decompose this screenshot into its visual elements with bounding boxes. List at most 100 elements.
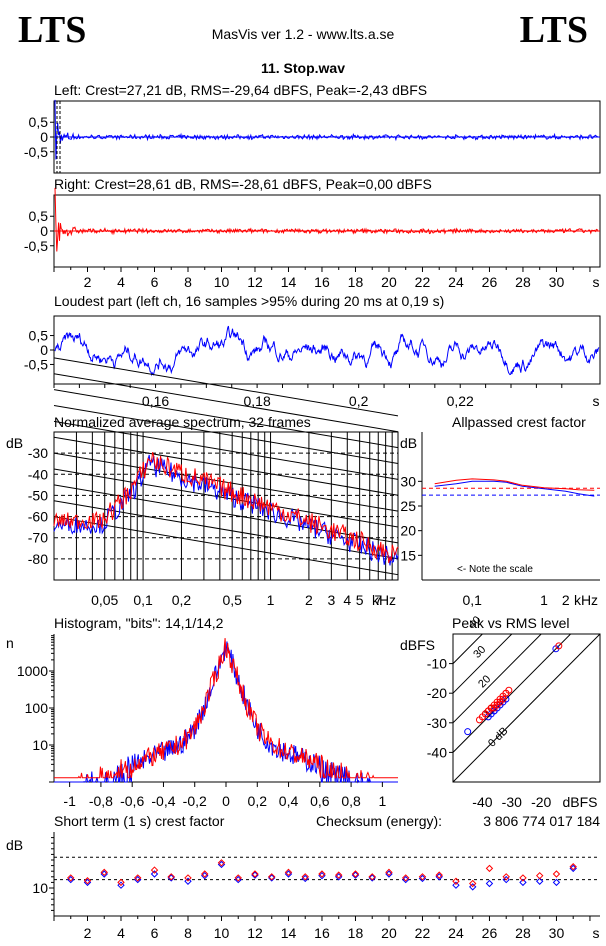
spec-xtick-label: 7 <box>374 592 382 608</box>
stc-point <box>469 883 477 891</box>
stc-point <box>100 868 108 877</box>
avg_spectrum-frame <box>53 431 399 581</box>
histogram-ylabel: n <box>6 635 14 651</box>
stc-point <box>435 871 443 879</box>
spec-xtick-label: 1 <box>267 592 275 608</box>
spec-slope <box>53 516 399 576</box>
file-name: 11. Stop.wav <box>260 60 346 76</box>
spec-series <box>53 454 399 566</box>
crest-ytick-label: 20 <box>400 523 416 539</box>
stc-unit: s <box>593 925 600 941</box>
short_term_crest-ylabel: dB <box>6 837 23 853</box>
stc-point <box>402 874 410 882</box>
spec-ytick-label: -40 <box>28 466 48 482</box>
right_waveform-series <box>54 187 599 252</box>
stc-point <box>268 873 276 881</box>
pvr-diag-label: 0 dB <box>486 725 510 749</box>
left_waveform-ytick-label: 0 <box>40 129 48 145</box>
ytick-label: 0,5 <box>29 328 49 344</box>
stc-xtick-label: 8 <box>184 925 192 941</box>
spec-slope <box>53 500 399 560</box>
loud-unit: s <box>593 393 600 409</box>
loud-tick-label: 0,18 <box>243 393 270 409</box>
spec-slope <box>53 484 399 544</box>
stc-point <box>535 877 544 885</box>
stc-point <box>167 873 175 881</box>
pvr-diagonal <box>452 633 542 724</box>
time-tick-label: 6 <box>151 274 159 290</box>
spec-xtick-label: 0,2 <box>172 592 192 608</box>
spec-xtick-label: 4 <box>343 592 351 608</box>
hist-xtick-label: 0 <box>222 793 230 809</box>
pvr-ytick-label: -30 <box>427 715 447 731</box>
stc-point <box>569 863 577 871</box>
spec-unit: kHz <box>372 592 396 608</box>
time-tick-label: 12 <box>247 274 263 290</box>
peak_vs_rms-frame <box>452 633 601 783</box>
stc-point <box>284 868 293 877</box>
stc-point <box>318 870 326 878</box>
stc-point <box>150 870 159 878</box>
stc-point <box>469 879 477 888</box>
spec-xtick-label: 0,05 <box>91 592 118 608</box>
stc-point <box>485 879 494 888</box>
spec-xtick-label: 5 <box>356 592 364 608</box>
left_waveform-ytick-label: 0,5 <box>29 114 49 130</box>
stc-point <box>268 874 276 882</box>
loudest_part-series <box>54 325 600 377</box>
time-tick-label: 18 <box>348 274 364 290</box>
spec-slope <box>53 452 399 512</box>
stc-xtick-label: 20 <box>381 925 397 941</box>
spec-ytick-label: -70 <box>28 530 48 546</box>
pvr-diagonal <box>452 633 513 694</box>
short_term_crest-checksum-value: 3 806 774 017 184 <box>483 813 600 829</box>
hist-xtick-label: -0,8 <box>89 793 113 809</box>
pvr-point <box>502 689 510 697</box>
crest-ytick-label: 30 <box>400 473 416 489</box>
stc-point <box>351 870 360 878</box>
pvr-xlabel: dBFS <box>562 794 597 810</box>
stc-point <box>485 864 494 873</box>
stc-point <box>184 877 192 885</box>
time-tick-label: 26 <box>482 274 498 290</box>
stc-point <box>502 873 510 881</box>
time-tick-label: 14 <box>281 274 297 290</box>
pvr-point <box>464 728 472 736</box>
stc-point <box>552 870 561 878</box>
avg_spectrum-title: Normalized average spectrum, 32 frames <box>54 414 311 430</box>
spec-ytick-label: -50 <box>28 487 48 503</box>
hist-ytick-label: 100 <box>25 700 49 716</box>
hist-series <box>54 638 398 779</box>
ytick-label: -0,5 <box>24 356 48 372</box>
pvr-xtick-label: -30 <box>502 794 522 810</box>
stc-point <box>251 870 259 878</box>
spec-series <box>53 452 399 564</box>
left_waveform-title: Left: Crest=27,21 dB, RMS=-29,64 dBFS, P… <box>54 82 427 98</box>
pvr-xtick-label: -20 <box>531 794 551 810</box>
crest-series <box>434 478 595 491</box>
pvr-point <box>555 642 563 650</box>
pvr-diag-label: 30 <box>471 644 488 661</box>
spec-slope <box>53 436 399 496</box>
pvr-ytick-label: -10 <box>427 656 447 672</box>
stc-point <box>535 871 544 880</box>
time-tick-label: 8 <box>184 274 192 290</box>
stc-point <box>552 878 561 887</box>
hist-ytick-label: 1000 <box>17 663 48 679</box>
spec-slope <box>53 373 399 433</box>
stc-point <box>452 881 460 889</box>
app-title: MasVis ver 1.2 - www.lts.a.se <box>211 26 395 42</box>
hist-xtick-label: 0,2 <box>248 793 268 809</box>
spec-slope <box>53 357 399 417</box>
stc-ytick-label: 10 <box>32 880 48 896</box>
stc-xtick-label: 14 <box>281 925 297 941</box>
spec-slope <box>53 468 399 528</box>
spec-xtick-label: 2 <box>305 592 313 608</box>
short_term_crest-checksum-label: Checksum (energy): <box>316 813 442 829</box>
peak_vs_rms-title: Peak vs RMS level <box>452 615 569 631</box>
hist-xtick-label: 1 <box>378 793 386 809</box>
pvr-diagonal <box>452 633 571 753</box>
stc-point <box>117 878 125 887</box>
peak_vs_rms-ylabel: dBFS <box>400 637 435 653</box>
crest-annotation: <- Note the scale <box>457 564 533 575</box>
